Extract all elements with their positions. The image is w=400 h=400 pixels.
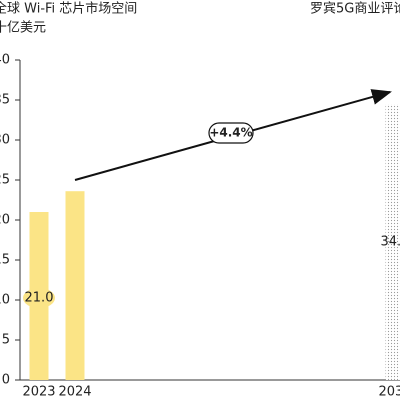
y-tick-label: 0 xyxy=(2,373,10,388)
x-tick-label: 2030 xyxy=(378,385,400,400)
y-tick-label: 20 xyxy=(0,213,10,228)
y-tick-label: 30 xyxy=(0,133,10,148)
bar xyxy=(385,104,400,380)
y-tick-label: 10 xyxy=(0,293,10,308)
y-tick-label: 40 xyxy=(0,53,10,68)
y-tick-label: 25 xyxy=(0,173,10,188)
annotation: +4.4% xyxy=(209,126,252,140)
value-label: 34.5 xyxy=(381,235,400,250)
chart-subtitle: 十亿美元 xyxy=(0,21,46,36)
x-tick-label: 2024 xyxy=(58,385,91,400)
label-bg xyxy=(23,288,55,308)
y-tick-label: 15 xyxy=(0,253,10,268)
source: 罗宾5G商业评论 xyxy=(310,1,400,17)
y-tick-label: 35 xyxy=(0,93,10,108)
annotation-box xyxy=(208,122,254,144)
chart-title: 全球 Wi-Fi 芯片市场空间 xyxy=(0,1,137,17)
value-label: 21.0 xyxy=(25,291,54,306)
y-tick-label: 5 xyxy=(2,333,10,348)
x-tick-label: 2023 xyxy=(22,385,55,400)
bar xyxy=(65,191,85,380)
